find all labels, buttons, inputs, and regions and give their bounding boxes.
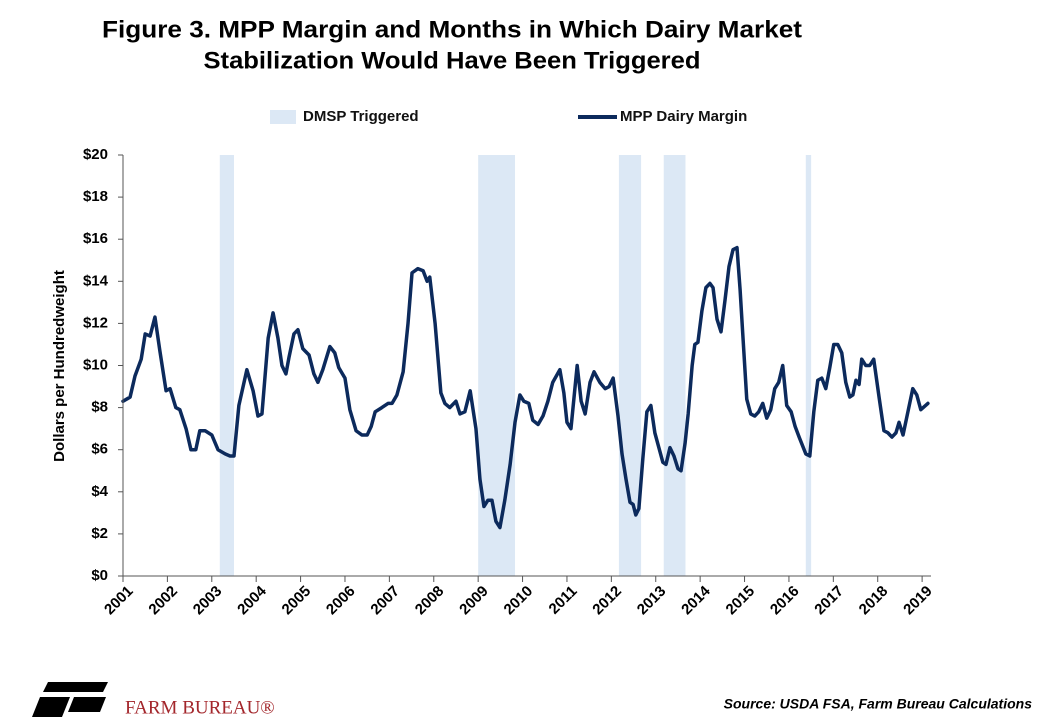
chart-title: Stabilization Would Have Been Triggered bbox=[204, 47, 701, 74]
source-note: Source: USDA FSA, Farm Bureau Calculatio… bbox=[724, 696, 1033, 712]
x-tick-label: 2015 bbox=[723, 583, 759, 619]
y-tick-label: $0 bbox=[91, 567, 108, 584]
x-tick-label: 2012 bbox=[589, 583, 625, 619]
legend-label: DMSP Triggered bbox=[303, 108, 419, 125]
legend-label: MPP Dairy Margin bbox=[620, 108, 747, 125]
triggered-region bbox=[805, 155, 812, 576]
margin-line bbox=[121, 245, 930, 530]
x-tick-label: 2019 bbox=[900, 583, 936, 619]
x-tick-label: 2013 bbox=[634, 583, 670, 619]
logo-text: FARM BUREAU® bbox=[125, 697, 275, 718]
triggered-region bbox=[663, 155, 686, 576]
x-tick-label: 2002 bbox=[145, 583, 181, 619]
y-tick-label: $2 bbox=[91, 525, 108, 542]
x-tick-label: 2001 bbox=[101, 583, 137, 619]
x-tick-label: 2018 bbox=[856, 583, 892, 619]
x-tick-label: 2008 bbox=[412, 583, 448, 619]
y-tick-label: $18 bbox=[83, 188, 108, 205]
x-tick-label: 2016 bbox=[767, 583, 803, 619]
x-tick-label: 2007 bbox=[367, 583, 403, 619]
triggered-region bbox=[478, 155, 516, 576]
y-tick-label: $8 bbox=[91, 399, 108, 416]
x-tick-label: 2011 bbox=[546, 583, 581, 618]
x-tick-label: 2003 bbox=[190, 583, 226, 619]
y-tick-label: $4 bbox=[91, 483, 108, 500]
x-tick-label: 2004 bbox=[234, 582, 270, 618]
x-tick-label: 2005 bbox=[279, 583, 315, 619]
chart-title: Figure 3. MPP Margin and Months in Which… bbox=[102, 16, 802, 43]
x-tick-label: 2010 bbox=[501, 583, 537, 619]
x-tick-label: 2009 bbox=[456, 583, 492, 619]
y-tick-label: $14 bbox=[83, 272, 109, 289]
x-tick-label: 2006 bbox=[323, 583, 359, 619]
x-tick-label: 2017 bbox=[811, 583, 847, 619]
y-tick-label: $6 bbox=[91, 441, 108, 458]
y-tick-label: $16 bbox=[83, 230, 108, 247]
legend-swatch bbox=[270, 110, 296, 124]
y-tick-label: $20 bbox=[83, 146, 108, 163]
logo: FARM BUREAU® bbox=[32, 682, 275, 718]
y-tick-label: $10 bbox=[83, 356, 108, 373]
triggered-region bbox=[219, 155, 234, 576]
y-axis-label: Dollars per Hundredweight bbox=[51, 270, 68, 462]
x-tick-label: 2014 bbox=[678, 582, 714, 618]
y-tick-label: $12 bbox=[83, 314, 108, 331]
